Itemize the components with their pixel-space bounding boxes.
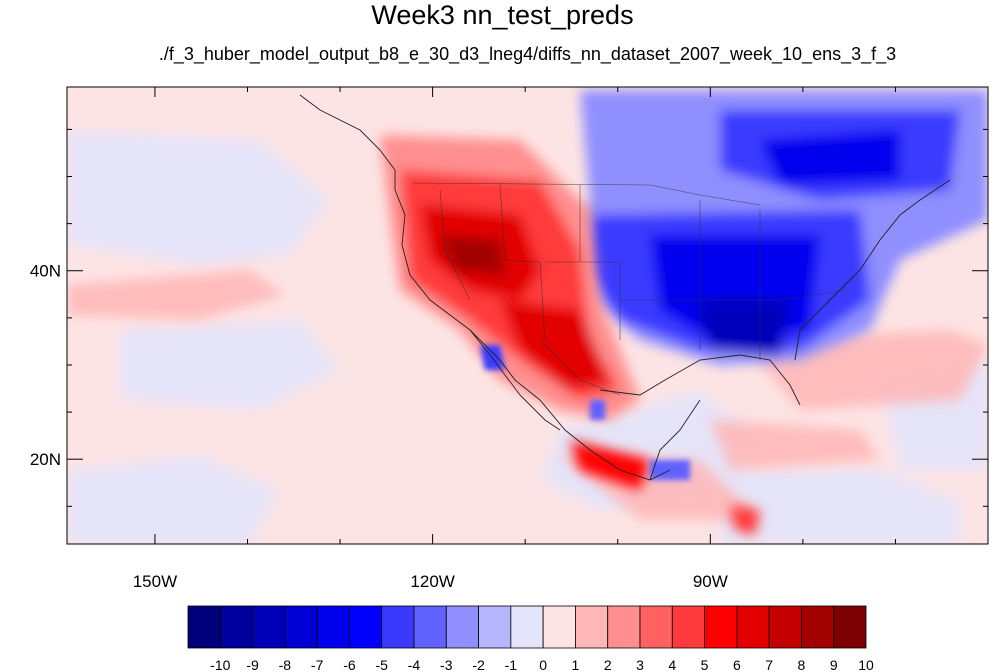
colorbar-swatch (219, 605, 253, 649)
colorbar-label: 2 (604, 657, 612, 672)
colorbar-swatch (381, 605, 415, 649)
lat-label: 40N (30, 262, 61, 281)
colorbar-label: 3 (636, 657, 644, 672)
colorbar (187, 605, 867, 649)
axis-ticks (67, 87, 989, 544)
colorbar-swatch (252, 605, 286, 649)
colorbar-swatch (671, 605, 705, 649)
colorbar-swatch (349, 605, 383, 649)
colorbar-swatch (478, 605, 512, 649)
anomaly-field (67, 87, 988, 544)
colorbar-label: 6 (733, 657, 741, 672)
colorbar-label: 1 (572, 657, 580, 672)
political-borders (411, 182, 851, 396)
map-title: Week3 nn_test_preds (371, 0, 634, 30)
colorbar-label: -1 (505, 657, 518, 672)
colorbar-swatch (736, 605, 770, 649)
latitude-labels: 40N 20N (30, 262, 61, 469)
colorbar-swatch (284, 605, 318, 649)
lat-label: 20N (30, 450, 61, 469)
colorbar-swatch (413, 605, 447, 649)
colorbar-swatch (542, 605, 576, 649)
colorbar-swatch (510, 605, 544, 649)
colorbar-swatch (639, 605, 673, 649)
colorbar-label: 8 (798, 657, 806, 672)
colorbar-labels: -10 -9 -8 -7 -6 -5 -4 -3 -2 -1 0 1 2 3 4 5 6 7 8 9 10 (210, 657, 874, 672)
lon-label: 120W (410, 572, 454, 591)
colorbar-swatch (445, 605, 479, 649)
lon-label: 90W (693, 572, 728, 591)
colorbar-swatch (187, 605, 221, 649)
colorbar-label: 9 (830, 657, 838, 672)
colorbar-label: -3 (440, 657, 453, 672)
colorbar-label: -10 (210, 657, 230, 672)
colorbar-label: -2 (472, 657, 485, 672)
colorbar-swatch (768, 605, 802, 649)
colorbar-swatch (801, 605, 835, 649)
colorbar-label: -7 (311, 657, 324, 672)
colorbar-label: 0 (539, 657, 547, 672)
colorbar-label: 4 (668, 657, 676, 672)
colorbar-swatch (316, 605, 350, 649)
map-subtitle: ./f_3_huber_model_output_b8_e_30_d3_lneg… (158, 44, 897, 64)
colorbar-swatch (704, 605, 738, 649)
colorbar-label: -6 (343, 657, 356, 672)
coastlines (299, 94, 951, 481)
colorbar-label: 7 (765, 657, 773, 672)
colorbar-label: -9 (246, 657, 259, 672)
colorbar-swatch (833, 605, 867, 649)
colorbar-label: -4 (408, 657, 421, 672)
lon-label: 150W (133, 572, 177, 591)
colorbar-label: 5 (701, 657, 709, 672)
colorbar-label: -5 (375, 657, 388, 672)
colorbar-swatch (575, 605, 609, 649)
colorbar-label: 10 (858, 657, 874, 672)
plot-frame (66, 86, 989, 545)
longitude-labels: 150W 120W 90W (133, 572, 728, 591)
colorbar-swatch (607, 605, 641, 649)
colorbar-label: -8 (279, 657, 292, 672)
